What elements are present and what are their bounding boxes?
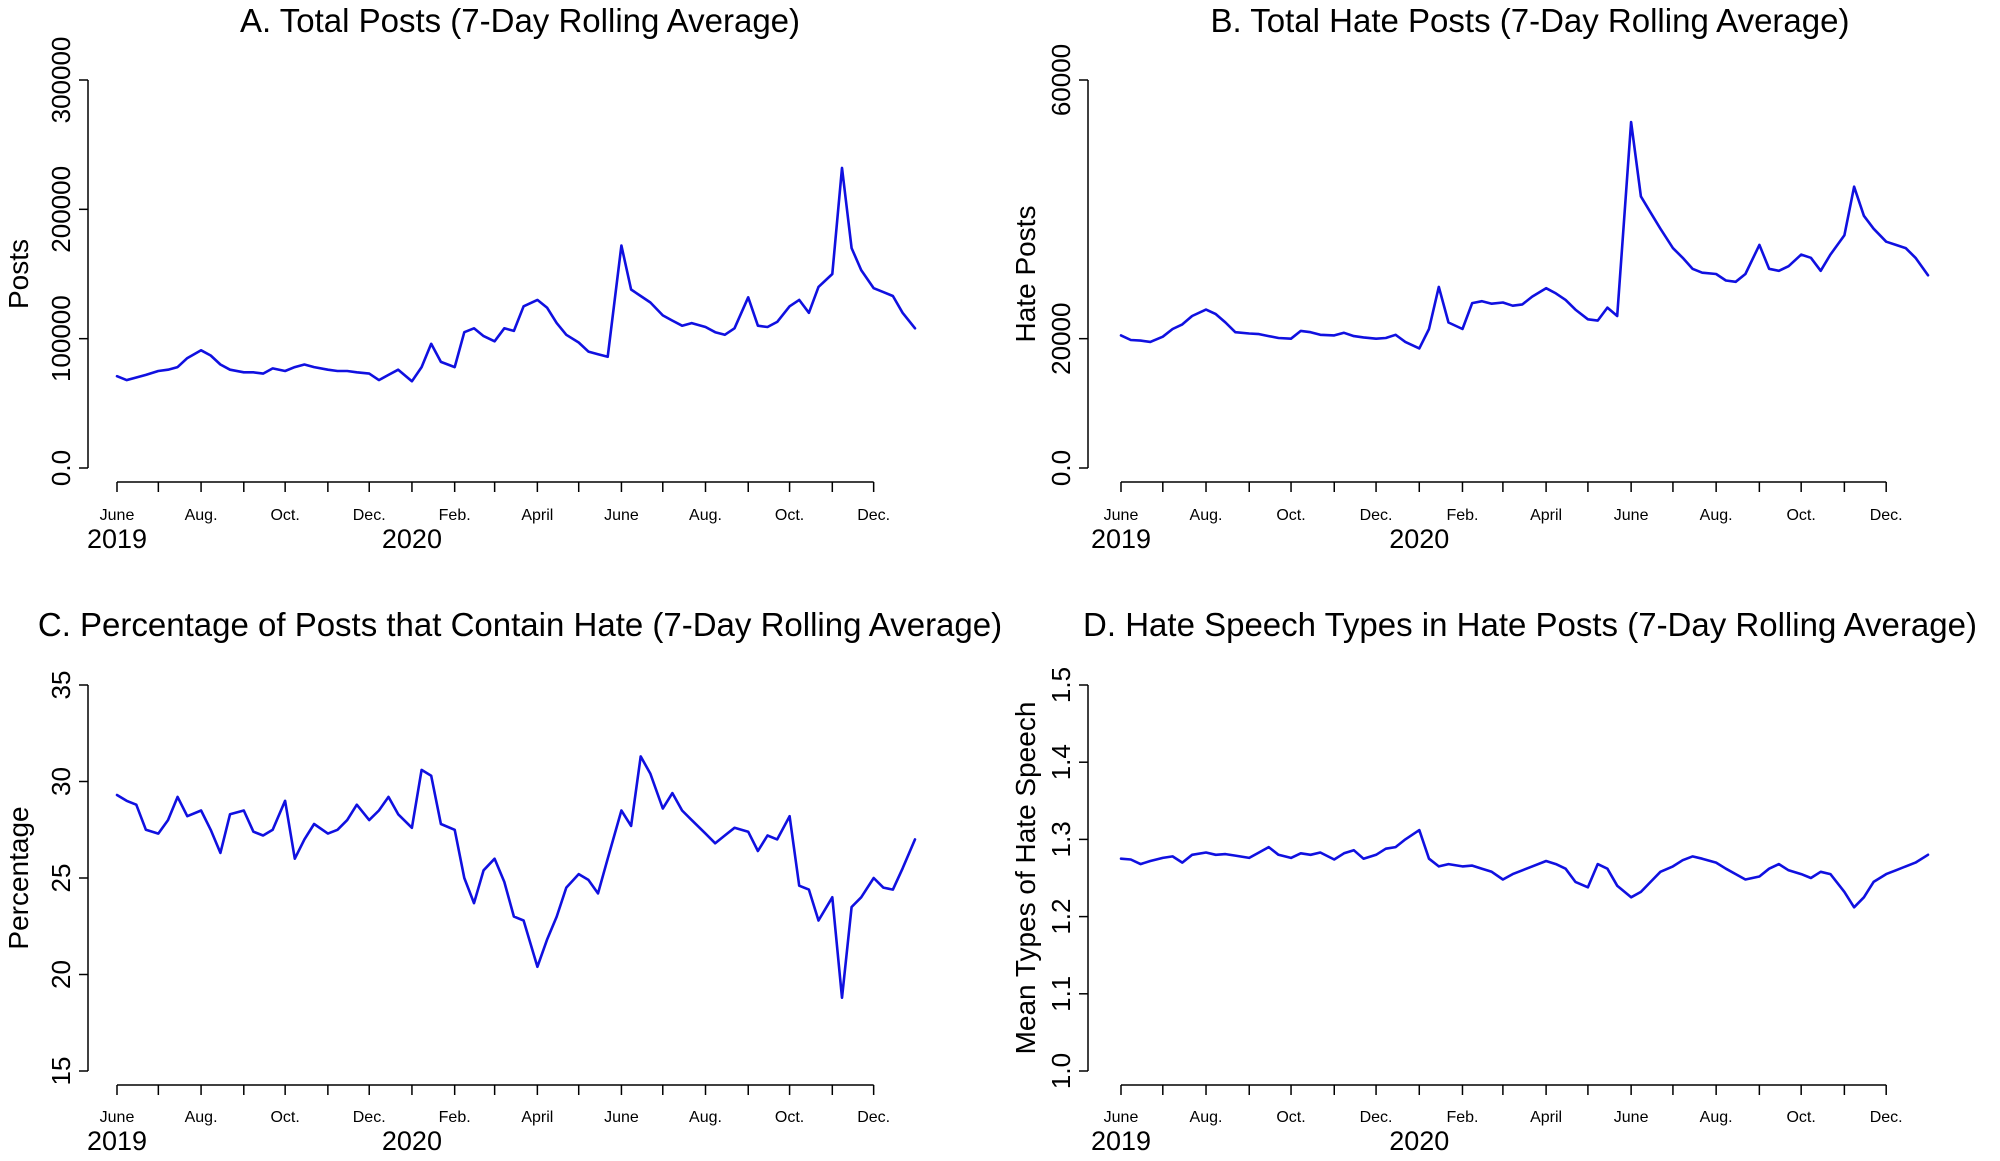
y-axis-label: Mean Types of Hate Speech (1010, 702, 1041, 1055)
panel-d: D. Hate Speech Types in Hate Posts (7-Da… (1010, 606, 1977, 1156)
x-tick-label: Aug. (1700, 1109, 1733, 1126)
year-label: 2020 (382, 1126, 442, 1156)
x-tick-label: Oct. (775, 507, 804, 524)
y-tick-label: 1.1 (1046, 976, 1076, 1012)
chart-title: A. Total Posts (7-Day Rolling Average) (240, 2, 800, 39)
x-tick-label: Oct. (775, 1109, 804, 1126)
x-tick-label: Dec. (1360, 507, 1393, 524)
x-tick-label: Oct. (1786, 1109, 1815, 1126)
x-tick-label: Oct. (270, 507, 299, 524)
x-tick-label: June (100, 507, 135, 524)
y-tick-label: 20 (46, 960, 76, 989)
y-tick-label: 15 (46, 1057, 76, 1086)
x-tick-label: Feb. (1446, 507, 1478, 524)
series-line (1119, 828, 1930, 909)
panel-c: C. Percentage of Posts that Contain Hate… (3, 606, 1002, 1156)
y-tick-label: 1.3 (1046, 821, 1076, 857)
y-tick-label: 60000 (1046, 44, 1076, 116)
x-tick-label: Aug. (689, 507, 722, 524)
y-tick-label: 1.2 (1046, 899, 1076, 935)
x-tick-label: Dec. (1870, 1109, 1903, 1126)
x-tick-label: June (604, 1109, 639, 1126)
y-tick-label: 20000 (1046, 303, 1076, 375)
x-tick-label: June (1104, 1109, 1139, 1126)
x-tick-label: Aug. (1700, 507, 1733, 524)
y-tick-label: 300000 (46, 37, 76, 124)
series-line (115, 166, 917, 383)
year-label: 2020 (382, 524, 442, 554)
x-tick-label: April (1530, 507, 1562, 524)
x-tick-label: Feb. (1446, 1109, 1478, 1126)
y-tick-label: 0.0 (46, 450, 76, 486)
x-tick-label: Oct. (1786, 507, 1815, 524)
x-tick-label: Feb. (439, 1109, 471, 1126)
year-label: 2019 (1091, 524, 1151, 554)
y-tick-label: 1.0 (1046, 1053, 1076, 1089)
year-label: 2020 (1389, 524, 1449, 554)
panel-a: A. Total Posts (7-Day Rolling Average) Po… (3, 2, 917, 554)
year-label: 2020 (1389, 1126, 1449, 1156)
x-tick-label: June (604, 507, 639, 524)
x-tick-label: Dec. (857, 507, 890, 524)
y-tick-label: 1.4 (1046, 744, 1076, 780)
series-line (1119, 120, 1930, 350)
x-tick-label: Aug. (1190, 1109, 1223, 1126)
x-tick-label: April (521, 1109, 553, 1126)
x-tick-label: Feb. (439, 507, 471, 524)
x-tick-label: Aug. (689, 1109, 722, 1126)
y-tick-label: 35 (46, 671, 76, 700)
y-tick-label: 0.0 (1046, 450, 1076, 486)
year-label: 2019 (87, 524, 147, 554)
x-tick-label: Aug. (185, 1109, 218, 1126)
y-tick-label: 25 (46, 864, 76, 893)
x-tick-label: Dec. (1360, 1109, 1393, 1126)
year-label: 2019 (1091, 1126, 1151, 1156)
year-label: 2019 (87, 1126, 147, 1156)
x-tick-label: June (1614, 507, 1649, 524)
y-axis-label: Hate Posts (1010, 206, 1041, 343)
x-tick-label: June (1104, 507, 1139, 524)
x-tick-label: April (521, 507, 553, 524)
x-tick-label: Dec. (353, 1109, 386, 1126)
chart-title: C. Percentage of Posts that Contain Hate… (38, 606, 1002, 643)
x-tick-label: Oct. (270, 1109, 299, 1126)
y-axis-label: Percentage (3, 806, 34, 949)
y-tick-label: 30 (46, 767, 76, 796)
y-tick-label: 100000 (46, 295, 76, 382)
x-tick-label: Dec. (353, 507, 386, 524)
x-tick-label: June (100, 1109, 135, 1126)
y-tick-label: 200000 (46, 166, 76, 253)
series-line (115, 755, 917, 1000)
y-axis-label: Posts (3, 239, 34, 309)
x-tick-label: Aug. (1190, 507, 1223, 524)
panel-b: B. Total Hate Posts (7-Day Rolling Avera… (1010, 2, 1930, 554)
x-tick-label: Oct. (1276, 1109, 1305, 1126)
x-tick-label: June (1614, 1109, 1649, 1126)
chart-title: B. Total Hate Posts (7-Day Rolling Avera… (1211, 2, 1850, 39)
x-tick-label: Dec. (857, 1109, 890, 1126)
x-tick-label: Oct. (1276, 507, 1305, 524)
x-tick-label: Aug. (185, 507, 218, 524)
x-tick-label: Dec. (1870, 507, 1903, 524)
chart-title: D. Hate Speech Types in Hate Posts (7-Da… (1083, 606, 1977, 643)
y-tick-label: 1.5 (1046, 667, 1076, 703)
x-tick-label: April (1530, 1109, 1562, 1126)
